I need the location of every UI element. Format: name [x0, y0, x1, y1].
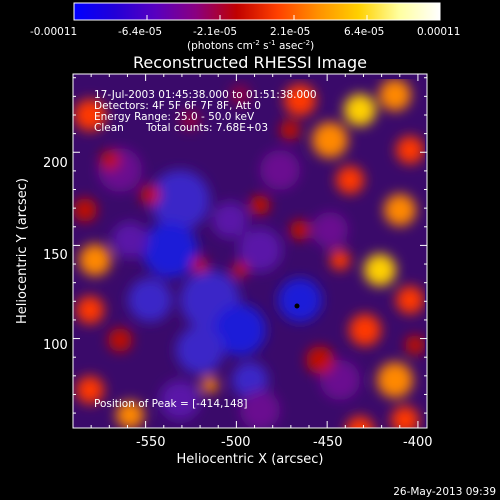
colorbar-gradient [73, 2, 441, 21]
image-blob [306, 346, 334, 374]
image-blob [112, 222, 148, 258]
image-blob [160, 380, 200, 420]
x-tick-label: -450 [313, 435, 343, 450]
image-blob [396, 286, 424, 314]
image-blob [396, 136, 424, 164]
image-blob [379, 79, 411, 111]
colorbar-tick-label: -6.4e-05 [118, 26, 162, 38]
colorbar: -0.00011 -6.4e-05 -2.1e-05 2.1e-05 6.4e-… [30, 2, 460, 52]
colorbar-ticks [73, 15, 441, 20]
image-blob [405, 335, 425, 355]
y-tick-label: 150 [43, 248, 68, 263]
y-tick-label: 100 [43, 338, 68, 353]
image-blob [377, 362, 413, 398]
colorbar-tick-label: 6.4e-05 [344, 26, 384, 38]
image-blob [73, 198, 97, 222]
image-blob [320, 360, 360, 400]
image-blob [100, 150, 120, 170]
total-counts-text: Total counts: 7.68E+03 [145, 122, 268, 134]
x-tick-label: -400 [403, 435, 433, 450]
image-blob [384, 194, 416, 226]
image-blob [79, 244, 111, 276]
image-blob [330, 250, 350, 270]
footer-date: 26-May-2013 09:39 [393, 486, 496, 498]
image-blob [346, 416, 374, 428]
axis-ticks [72, 74, 427, 428]
peak-position-text: Position of Peak = [-414,148] [94, 398, 248, 410]
image-blob [140, 185, 160, 205]
energy-range-text: Energy Range: 25.0 - 50.0 keV [94, 111, 255, 123]
image-blob [74, 99, 106, 131]
image-blob [312, 122, 348, 158]
peak-marker [294, 303, 300, 309]
image-blob [364, 254, 396, 286]
detectors-text: Detectors: 4F 5F 6F 7F 8F, Att 0 [94, 100, 261, 112]
image-blob [250, 195, 270, 215]
image-blob [280, 120, 300, 140]
image-blob [230, 85, 250, 105]
x-tick-label: -550 [136, 435, 166, 450]
image-blob [240, 390, 280, 428]
image-blob [391, 406, 419, 428]
image-blob [116, 401, 144, 428]
image-blob [128, 278, 172, 322]
image-blob [214, 304, 266, 356]
y-tick-label: 200 [43, 156, 68, 171]
time-range-text: 17-Jul-2003 01:45:38.000 to 01:51:38.000 [94, 89, 317, 101]
y-axis-label: Heliocentric Y (arcsec) [15, 178, 30, 324]
rhessi-image [73, 74, 427, 428]
image-blob [76, 376, 104, 404]
image-blob [232, 362, 268, 398]
image-blob [278, 278, 322, 322]
colorbar-tick-label: 0.00011 [417, 26, 460, 38]
colorbar-tick-label: 2.1e-05 [270, 26, 310, 38]
image-blob [260, 150, 300, 190]
image-blob [290, 220, 310, 240]
image-blob [108, 328, 132, 352]
image-blob [212, 202, 248, 238]
image-blob [344, 94, 376, 126]
clean-label-text: Clean [94, 122, 124, 134]
x-tick-label: -500 [221, 435, 251, 450]
image-blob [336, 166, 364, 194]
image-blob [312, 212, 348, 248]
colorbar-units: (photons cm-2 s-1 asec-2) [187, 39, 314, 52]
image-blob [192, 257, 208, 273]
image-blob [202, 377, 218, 393]
image-blob [76, 296, 104, 324]
image-blob [142, 222, 198, 278]
image-annotations: 17-Jul-2003 01:45:38.000 to 01:51:38.000… [94, 89, 317, 410]
image-blob [232, 262, 248, 278]
image-blob [238, 228, 282, 272]
x-axis-label: Heliocentric X (arcsec) [177, 452, 324, 467]
image-blob [176, 326, 224, 374]
plot-title: Reconstructed RHESSI Image [133, 53, 367, 72]
plot-frame [72, 73, 428, 429]
image-blob [284, 84, 316, 116]
image-blob [349, 314, 381, 346]
colorbar-tick-label: -2.1e-05 [193, 26, 237, 38]
image-blob [180, 110, 200, 130]
image-blob [150, 170, 210, 230]
colorbar-tick-label: -0.00011 [30, 26, 77, 38]
